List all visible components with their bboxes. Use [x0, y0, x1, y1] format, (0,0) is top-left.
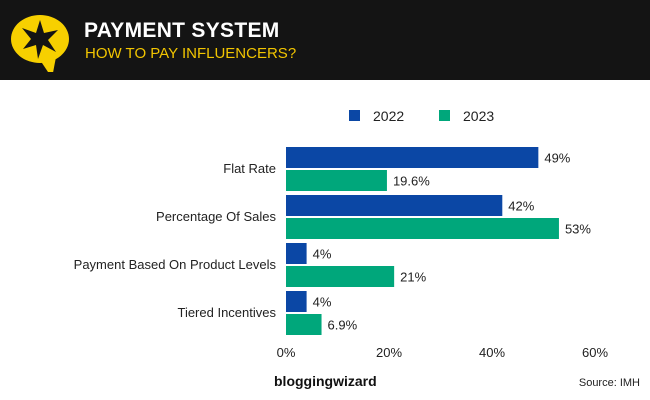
data-label: 49% — [544, 151, 570, 166]
bar-2023 — [286, 218, 559, 239]
legend-swatch-2023 — [439, 110, 450, 121]
data-label: 21% — [400, 270, 426, 285]
legend-swatch-2022 — [349, 110, 360, 121]
chart-title: PAYMENT SYSTEM — [84, 19, 280, 42]
data-label: 4% — [313, 247, 332, 262]
brand-logo: bloggingwizard — [274, 373, 377, 389]
category-label: Payment Based On Product Levels — [74, 257, 277, 272]
x-tick-label: 0% — [277, 345, 296, 360]
x-tick-label: 60% — [582, 345, 608, 360]
speech-bubble-star-logo-icon — [11, 15, 69, 72]
category-label: Flat Rate — [223, 161, 276, 176]
x-tick-label: 20% — [376, 345, 402, 360]
legend-label-2023: 2023 — [463, 108, 494, 124]
data-label: 19.6% — [393, 174, 430, 189]
source-note: Source: IMH — [578, 377, 640, 389]
data-label: 53% — [565, 222, 591, 237]
category-label: Tiered Incentives — [177, 305, 276, 320]
legend-label-2022: 2022 — [373, 108, 404, 124]
bar-2023 — [286, 314, 322, 335]
x-tick-label: 40% — [479, 345, 505, 360]
bar-2022 — [286, 291, 307, 312]
bar-2023 — [286, 266, 395, 287]
bar-2023 — [286, 170, 387, 191]
data-label: 4% — [313, 295, 332, 310]
data-label: 42% — [508, 199, 534, 214]
header-banner: PAYMENT SYSTEM HOW TO PAY INFLUENCERS? — [0, 0, 650, 80]
chart-subtitle: HOW TO PAY INFLUENCERS? — [85, 45, 297, 62]
category-label: Percentage Of Sales — [156, 209, 276, 224]
data-label: 6.9% — [328, 318, 358, 333]
bar-2022 — [286, 195, 503, 216]
bar-2022 — [286, 243, 307, 264]
bar-2022 — [286, 147, 539, 168]
